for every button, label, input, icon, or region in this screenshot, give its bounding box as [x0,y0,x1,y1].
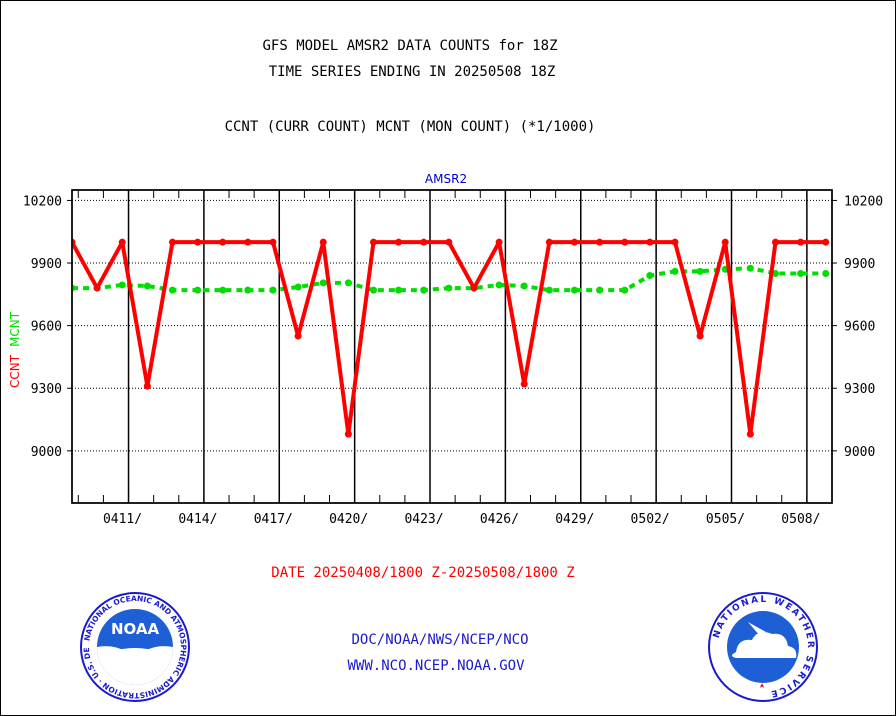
y-tick-label-right: 9300 [844,382,875,397]
data-point-mcnt [445,284,453,292]
y-tick-label-left: 10200 [23,194,62,209]
data-point-ccnt [570,238,578,246]
date-range: DATE 20250408/1800 Z-20250508/1800 Z [271,565,575,581]
data-point-mcnt [797,269,805,277]
x-tick-label: 0429/ [555,512,594,527]
website-line: WWW.NCO.NCEP.NOAA.GOV [347,658,525,674]
data-point-mcnt [72,284,76,292]
data-point-mcnt [118,281,126,289]
data-point-mcnt [596,286,604,294]
data-point-mcnt [319,279,327,287]
data-point-ccnt [621,238,629,246]
chart-title-line1: GFS MODEL AMSR2 DATA COUNTS for 18Z [262,38,558,54]
data-point-mcnt [244,286,252,294]
data-point-ccnt [696,332,704,340]
data-point-mcnt [822,269,830,277]
x-tick-label: 0426/ [480,512,519,527]
data-point-ccnt [143,382,151,390]
data-point-mcnt [520,282,528,290]
data-point-mcnt [495,281,503,289]
data-point-mcnt [395,286,403,294]
data-point-ccnt [721,238,729,246]
data-point-ccnt [219,238,227,246]
data-point-ccnt [319,238,327,246]
credit-line: DOC/NOAA/NWS/NCEP/NCO [351,632,529,648]
data-point-ccnt [470,284,478,292]
data-point-ccnt [545,238,553,246]
data-point-ccnt [671,238,679,246]
data-point-mcnt [671,267,679,275]
plot-border [71,189,833,504]
data-point-ccnt [244,238,252,246]
data-point-mcnt [771,269,779,277]
data-point-mcnt [621,286,629,294]
data-point-mcnt [696,267,704,275]
data-point-ccnt [420,238,428,246]
noaa-logo: NATIONAL OCEANIC AND ATMOSPHERIC ADMINIS… [80,592,190,702]
data-point-ccnt [369,238,377,246]
data-point-mcnt [219,286,227,294]
data-point-mcnt [545,286,553,294]
data-point-ccnt [520,380,528,388]
data-point-ccnt [495,238,503,246]
plot-area [71,189,833,504]
data-point-ccnt [72,238,76,246]
data-point-ccnt [194,238,202,246]
data-point-ccnt [294,332,302,340]
data-point-ccnt [269,238,277,246]
data-point-ccnt [395,238,403,246]
data-point-ccnt [797,238,805,246]
chart-subtitle: CCNT (CURR COUNT) MCNT (MON COUNT) (*1/1… [224,119,596,135]
x-tick-label: 0414/ [178,512,217,527]
data-point-mcnt [646,272,654,280]
y-tick-label-left: 9300 [31,382,62,397]
data-point-ccnt [646,238,654,246]
x-tick-label: 0423/ [404,512,443,527]
data-point-mcnt [570,286,578,294]
y-tick-label-left: 9600 [31,320,62,335]
noaa-logo-text: NOAA [111,620,160,638]
data-point-ccnt [445,238,453,246]
y-axis-label-ccnt: CCNT [8,354,22,388]
data-point-mcnt [746,264,754,272]
y-axis-label-mcnt: MCNT [8,311,22,347]
data-point-mcnt [369,286,377,294]
data-point-ccnt [118,238,126,246]
data-point-ccnt [771,238,779,246]
y-tick-label-right: 10200 [844,194,883,209]
y-tick-label-right: 9600 [844,320,875,335]
x-tick-label: 0502/ [631,512,670,527]
data-point-mcnt [194,286,202,294]
data-point-mcnt [294,283,302,291]
data-point-ccnt [93,284,101,292]
series-line-ccnt [72,240,826,437]
y-tick-label-left: 9900 [31,257,62,272]
x-tick-label: 0417/ [254,512,293,527]
data-point-mcnt [168,286,176,294]
y-tick-label-right: 9900 [844,257,875,272]
y-tick-label-right: 9000 [844,445,875,460]
chart-title-line2: TIME SERIES ENDING IN 20250508 18Z [268,64,556,80]
data-point-mcnt [344,279,352,287]
data-point-mcnt [269,286,277,294]
x-tick-label: 0508/ [781,512,820,527]
x-tick-label: 0411/ [103,512,142,527]
x-tick-label: 0420/ [329,512,368,527]
data-point-ccnt [344,430,352,438]
y-tick-label-left: 9000 [31,445,62,460]
panel-title: AMSR2 [425,172,467,186]
data-point-mcnt [420,286,428,294]
data-point-ccnt [822,238,830,246]
y-axis-label: CCNT MCNT [8,311,22,388]
data-point-ccnt [746,430,754,438]
data-point-ccnt [168,238,176,246]
x-tick-label: 0505/ [706,512,745,527]
nws-logo: NATIONAL WEATHER SERVICE [708,592,818,702]
data-point-ccnt [596,238,604,246]
data-point-mcnt [143,282,151,290]
